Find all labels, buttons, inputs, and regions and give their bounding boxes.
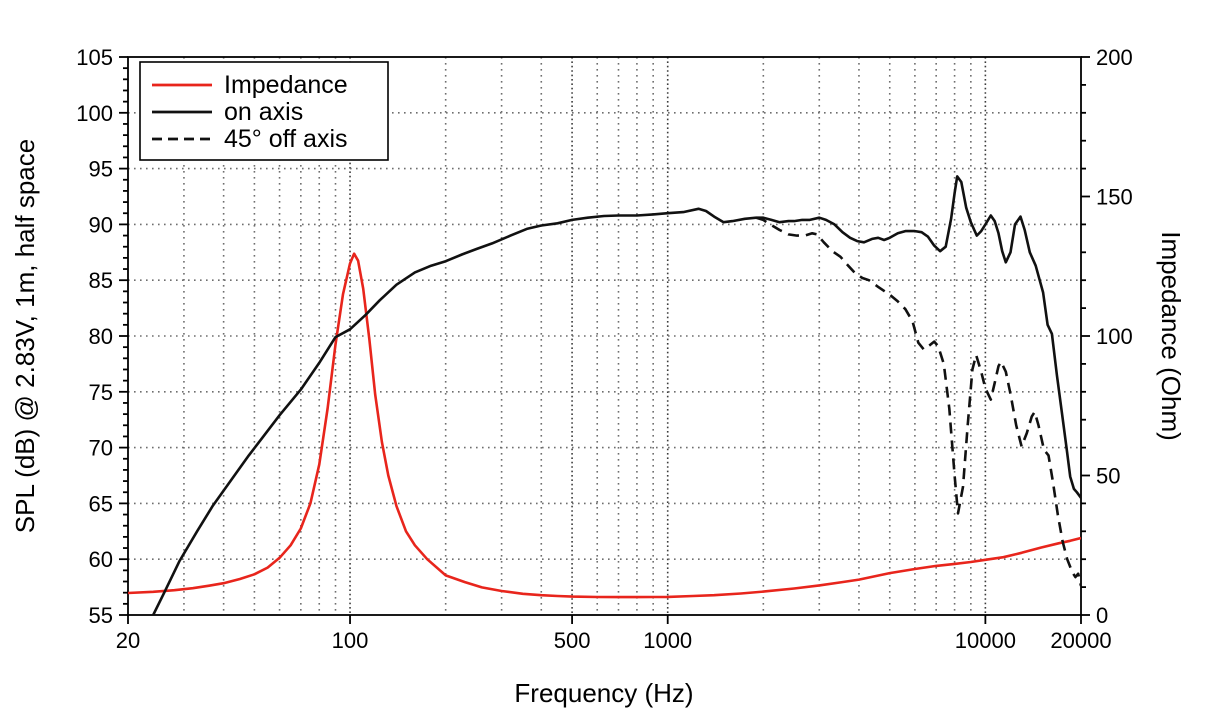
y-right-tick-label: 100 bbox=[1096, 324, 1133, 349]
axis-tick-labels: 20 100 500 1000 10000 20000556065707580859095… bbox=[76, 45, 1132, 653]
y-left-tick-label: 65 bbox=[89, 491, 113, 516]
x-tick-label: 20000 bbox=[1050, 628, 1111, 653]
x-tick-label: 500 bbox=[554, 628, 591, 653]
y-right-tick-label: 150 bbox=[1096, 185, 1133, 210]
y-left-tick-label: 80 bbox=[89, 324, 113, 349]
legend-label-impedance: Impedance bbox=[224, 71, 348, 99]
curve-45-off-axis bbox=[755, 216, 1081, 587]
data-curves bbox=[128, 175, 1081, 615]
y-axis-title-left: SPL (dB) @ 2.83V, 1m, half space bbox=[10, 139, 40, 533]
x-tick-label: 20 bbox=[116, 628, 140, 653]
y-left-tick-label: 75 bbox=[89, 380, 113, 405]
legend-line-samples bbox=[152, 83, 212, 141]
y-left-tick-label: 105 bbox=[76, 45, 113, 70]
y-left-tick-label: 90 bbox=[89, 212, 113, 237]
y-axis-title-right: Impedance (Ohm) bbox=[1156, 231, 1186, 441]
curve-impedance bbox=[128, 252, 1081, 599]
legend-label-off-axis: 45° off axis bbox=[224, 125, 348, 153]
y-left-tick-label: 95 bbox=[89, 157, 113, 182]
y-left-tick-label: 70 bbox=[89, 436, 113, 461]
y-left-tick-label: 60 bbox=[89, 547, 113, 572]
y-left-tick-label: 85 bbox=[89, 268, 113, 293]
y-right-tick-label: 200 bbox=[1096, 45, 1133, 70]
x-tick-label: 100 bbox=[332, 628, 369, 653]
axis-ticks bbox=[119, 56, 1090, 624]
y-left-tick-label: 100 bbox=[76, 101, 113, 126]
y-right-tick-label: 0 bbox=[1096, 603, 1108, 628]
y-left-tick-label: 55 bbox=[89, 603, 113, 628]
x-tick-label: 1000 bbox=[643, 628, 692, 653]
x-axis-title: Frequency (Hz) bbox=[514, 678, 693, 708]
legend-label-on-axis: on axis bbox=[224, 98, 303, 126]
y-right-tick-label: 50 bbox=[1096, 464, 1120, 489]
x-tick-label: 10000 bbox=[955, 628, 1016, 653]
legend: Impedance on axis 45° off axis bbox=[139, 61, 389, 161]
curve-on-axis bbox=[151, 175, 1081, 615]
